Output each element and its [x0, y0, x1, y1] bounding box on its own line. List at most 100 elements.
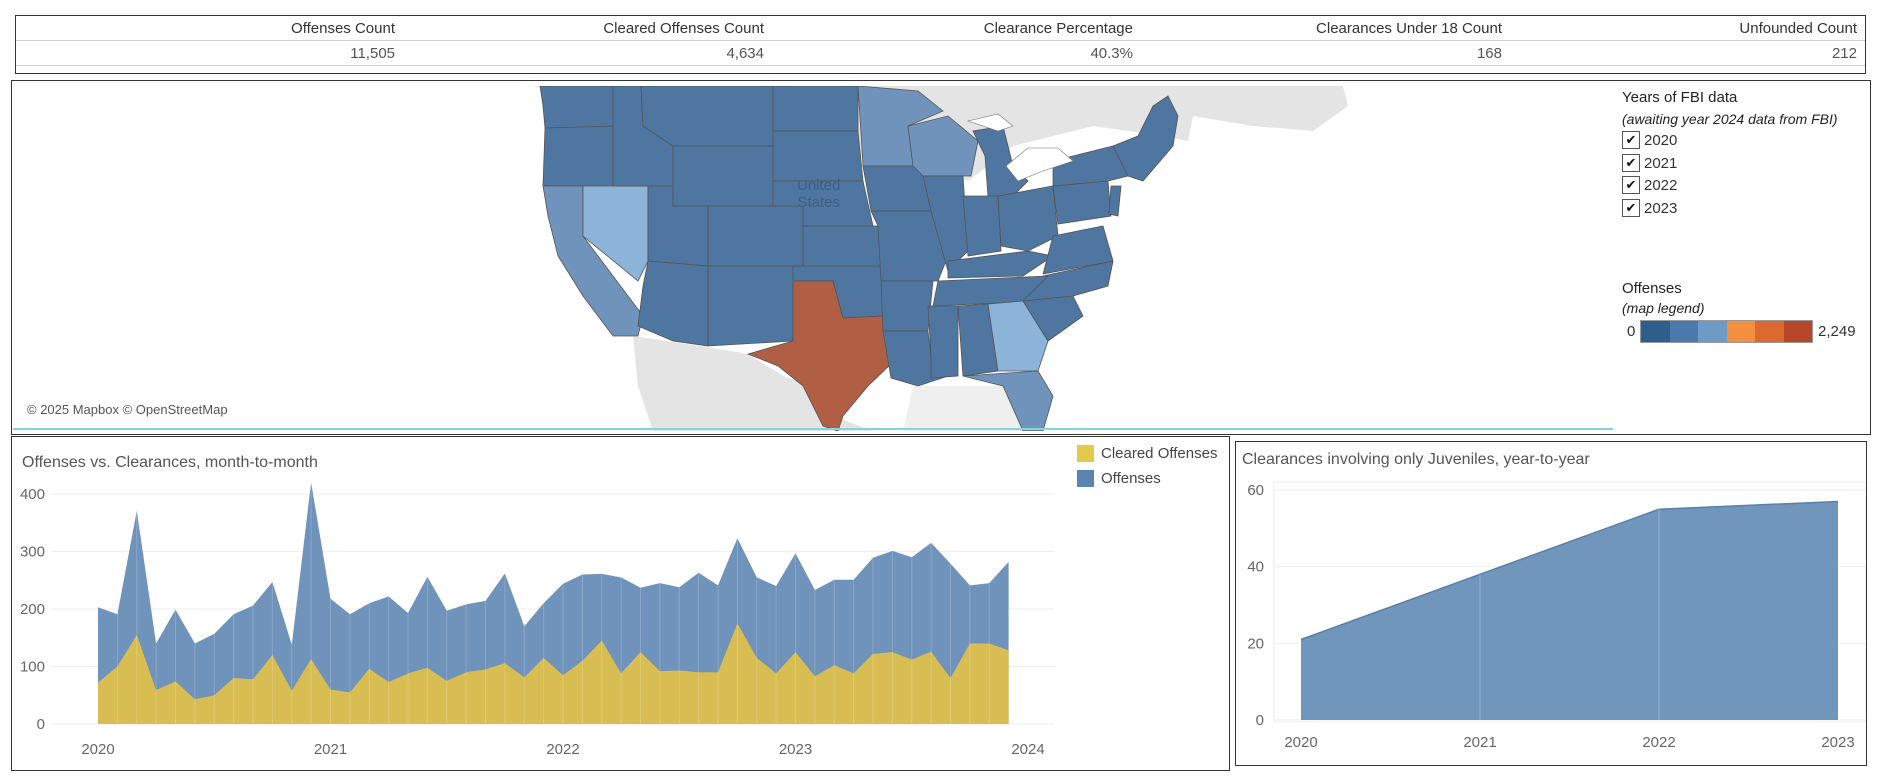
checkbox-checked-icon[interactable]: ✔ — [1622, 131, 1640, 149]
mexico-land — [633, 336, 873, 431]
x-tick-label: 2021 — [1463, 734, 1496, 751]
state-florida[interactable] — [962, 370, 1054, 431]
x-tick-label: 2021 — [314, 741, 347, 758]
y-tick-label: 60 — [1247, 482, 1264, 499]
state-michigan[interactable] — [972, 125, 1029, 197]
legend-color-ramp[interactable] — [1640, 320, 1813, 343]
kpi-value-offenses[interactable]: 11,505 — [350, 45, 395, 62]
state-oregon[interactable] — [542, 125, 614, 187]
x-tick-label: 2023 — [779, 741, 812, 758]
great-lakes — [966, 113, 1074, 182]
legend-title: Offenses — [1622, 280, 1682, 297]
x-tick-label: 2020 — [81, 741, 114, 758]
juvenile-chart-svg[interactable]: 0 20 40 60 2020 2021 2022 2023 — [1236, 442, 1866, 765]
legend-offenses[interactable]: Offenses — [1077, 470, 1161, 487]
state-colorado[interactable] — [707, 205, 804, 267]
juvenile-clearances-panel: Clearances involving only Juveniles, yea… — [1235, 441, 1867, 766]
y-tick-label: 400 — [20, 486, 45, 503]
kpi-header-offenses: Offenses Count — [291, 20, 395, 37]
y-tick-label: 300 — [20, 544, 45, 561]
kpi-value-unfounded[interactable]: 212 — [1831, 45, 1857, 62]
filter-year-label: 2021 — [1644, 154, 1678, 172]
kpi-header-under18: Clearances Under 18 Count — [1316, 20, 1502, 37]
state-south-dakota[interactable] — [772, 130, 864, 182]
legend-label-cleared: Cleared Offenses — [1101, 445, 1218, 462]
kpi-header-clearance-pct: Clearance Percentage — [983, 20, 1133, 37]
checkbox-checked-icon[interactable]: ✔ — [1622, 199, 1640, 217]
filter-year-2021[interactable]: ✔ 2021 — [1622, 152, 1677, 174]
state-arkansas[interactable] — [880, 280, 934, 332]
juvenile-line — [1300, 500, 1839, 641]
kpi-header-unfounded: Unfounded Count — [1739, 20, 1857, 37]
state-wisconsin[interactable] — [907, 115, 979, 177]
kpi-header-cleared: Cleared Offenses Count — [603, 20, 764, 37]
kpi-value-clearance-pct[interactable]: 40.3% — [1090, 45, 1133, 62]
x-tick-label: 2022 — [1642, 734, 1675, 751]
x-tick-label: 2024 — [1011, 741, 1044, 758]
kpi-value-cleared[interactable]: 4,634 — [726, 45, 764, 62]
x-tick-label: 2023 — [1821, 734, 1854, 751]
country-label-line-2: States — [797, 194, 840, 211]
state-new-mexico[interactable] — [707, 265, 794, 347]
legend-swatch — [1783, 321, 1812, 342]
checkbox-checked-icon[interactable]: ✔ — [1622, 176, 1640, 194]
juvenile-chart-title: Clearances involving only Juveniles, yea… — [1242, 451, 1590, 468]
area-series-cleared-offenses[interactable] — [98, 623, 1009, 724]
legend-subtitle: (map legend) — [1622, 300, 1705, 316]
legend-min: 0 — [1627, 323, 1636, 340]
kpi-table: Offenses Count Cleared Offenses Count Cl… — [15, 15, 1866, 74]
filter-year-label: 2020 — [1644, 131, 1678, 149]
y-tick-label: 40 — [1247, 559, 1264, 576]
map-svg — [533, 86, 1348, 431]
filter-subtitle: (awaiting year 2024 data from FBI) — [1622, 111, 1838, 127]
juvenile-area[interactable] — [1301, 501, 1838, 721]
checkbox-checked-icon[interactable]: ✔ — [1622, 154, 1640, 172]
legend-swatch — [1755, 321, 1784, 342]
state-mississippi[interactable] — [927, 305, 959, 379]
country-label: United States — [797, 177, 840, 211]
country-label-line-1: United — [797, 177, 841, 194]
legend-swatch — [1698, 321, 1727, 342]
legend-swatch-offenses — [1077, 470, 1094, 487]
us-map[interactable]: United States © 2025 Mapbox © OpenStreet… — [13, 86, 1613, 431]
x-tick-label: 2020 — [1284, 734, 1317, 751]
area-chart-svg[interactable]: 0 100 200 300 400 2020 2021 2022 2023 2024 — [12, 437, 1229, 770]
state-texas[interactable] — [746, 280, 892, 431]
filter-title: Years of FBI data — [1622, 89, 1738, 106]
y-tick-label: 0 — [1256, 712, 1264, 729]
kpi-value-row: 11,505 4,634 40.3% 168 212 — [16, 41, 1865, 66]
y-tick-label: 20 — [1247, 635, 1264, 652]
kpi-header-row: Offenses Count Cleared Offenses Count Cl… — [16, 16, 1865, 41]
filter-year-2020[interactable]: ✔ 2020 — [1622, 129, 1677, 151]
state-north-dakota[interactable] — [772, 86, 859, 132]
filter-year-2022[interactable]: ✔ 2022 — [1622, 174, 1677, 196]
state-pennsylvania[interactable] — [1052, 180, 1112, 225]
legend-swatch — [1726, 321, 1755, 342]
kpi-value-under18[interactable]: 168 — [1476, 45, 1502, 62]
legend-cleared-offenses[interactable]: Cleared Offenses — [1077, 445, 1217, 462]
x-tick-label: 2022 — [546, 741, 579, 758]
y-tick-label: 0 — [37, 716, 45, 733]
area-series-offenses[interactable] — [98, 482, 1009, 725]
filter-year-label: 2022 — [1644, 176, 1678, 194]
state-new-england[interactable] — [1112, 95, 1179, 182]
state-ohio[interactable] — [997, 185, 1059, 252]
map-attribution[interactable]: © 2025 Mapbox © OpenStreetMap — [27, 402, 228, 417]
state-new-jersey[interactable] — [1108, 185, 1122, 217]
filter-year-label: 2023 — [1644, 199, 1678, 217]
filter-year-2023[interactable]: ✔ 2023 — [1622, 197, 1677, 219]
legend-swatch — [1641, 321, 1670, 342]
legend-max: 2,249 — [1818, 323, 1856, 340]
state-georgia[interactable] — [987, 300, 1049, 372]
state-kentucky[interactable] — [947, 250, 1055, 279]
state-wyoming[interactable] — [672, 145, 774, 207]
state-new-york[interactable] — [1052, 145, 1129, 187]
legend-swatch — [1669, 321, 1698, 342]
legend-swatch-cleared — [1077, 445, 1094, 462]
state-indiana[interactable] — [962, 195, 1002, 257]
area-chart-title: Offenses vs. Clearances, month-to-month — [22, 454, 318, 471]
state-kansas[interactable] — [802, 225, 882, 267]
state-arizona[interactable] — [637, 260, 709, 347]
state-virginia[interactable] — [1042, 225, 1114, 275]
state-montana[interactable] — [640, 86, 774, 147]
